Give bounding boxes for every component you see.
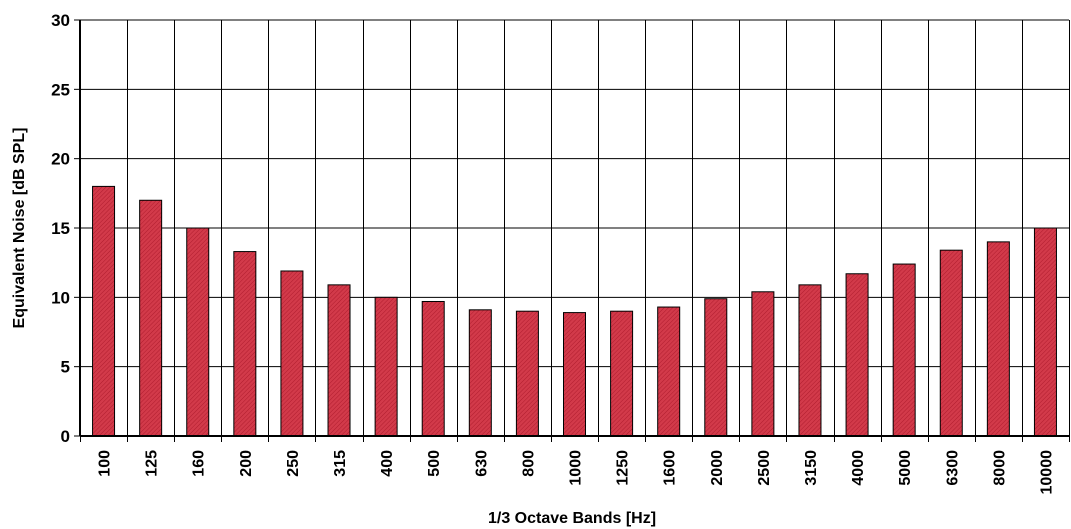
bar-2500: [751, 291, 775, 437]
x-tick-label: 800: [520, 450, 537, 477]
y-tick-label: 5: [61, 358, 70, 377]
bar-6300: [939, 249, 963, 437]
bar-3150: [798, 284, 822, 437]
bar-1250: [610, 310, 634, 437]
bar-125: [139, 199, 163, 437]
bar-200: [233, 251, 257, 437]
x-tick-label: 400: [379, 450, 396, 477]
x-tick-label: 160: [191, 450, 208, 477]
y-tick-label: 20: [51, 150, 70, 169]
x-tick-label: 2000: [709, 450, 726, 486]
x-tick-label: 1250: [615, 450, 632, 486]
y-tick-label: 0: [61, 427, 70, 446]
x-tick-labels: 100 125 160 200 250 315 400 500 630 800 1000 1250 16…: [97, 450, 1056, 495]
x-tick-label: 1600: [662, 450, 679, 486]
x-tick-label: 100: [97, 450, 114, 477]
x-tick-label: 8000: [991, 450, 1008, 486]
bars: [92, 185, 1057, 437]
x-tick-label: 250: [285, 450, 302, 477]
bar-315: [327, 284, 351, 437]
bar-250: [280, 270, 304, 437]
bar-100: [92, 185, 116, 437]
y-tick-label: 30: [51, 11, 70, 30]
bar-1000: [563, 312, 586, 437]
bar-400: [374, 296, 398, 437]
bar-10000: [1033, 227, 1057, 437]
y-tick-label: 10: [51, 288, 70, 307]
y-tick-labels: 0 5 10 15 20 25 30: [51, 11, 70, 446]
x-tick-label: 630: [473, 450, 490, 477]
bar-2000: [704, 298, 728, 437]
x-tick-label: 5000: [897, 450, 914, 486]
x-tick-label: 2500: [756, 450, 773, 486]
bar-630: [468, 309, 492, 437]
x-axis-label: 1/3 Octave Bands [Hz]: [488, 510, 656, 527]
x-tick-label: 10000: [1038, 450, 1055, 495]
bar-5000: [892, 263, 916, 437]
x-tick-label: 1000: [568, 450, 585, 486]
bar-500: [421, 300, 445, 437]
y-tick-label: 25: [51, 80, 70, 99]
x-tick-label: 3150: [803, 450, 820, 486]
x-tick-label: 500: [426, 450, 443, 477]
x-tick-label: 315: [332, 450, 349, 477]
bar-1600: [657, 306, 681, 437]
x-tick-label: 6300: [944, 450, 961, 486]
bar-800: [515, 310, 539, 437]
grid: [80, 19, 1070, 436]
x-tick-label: 125: [144, 450, 161, 477]
axes: [74, 19, 1070, 442]
y-tick-label: 15: [51, 219, 70, 238]
bar-160: [186, 227, 210, 437]
bar-4000: [845, 273, 869, 437]
x-tick-label: 4000: [850, 450, 867, 486]
bar-8000: [986, 241, 1010, 437]
y-axis-label: Equivalent Noise [dB SPL]: [11, 128, 28, 329]
x-tick-label: 200: [238, 450, 255, 477]
